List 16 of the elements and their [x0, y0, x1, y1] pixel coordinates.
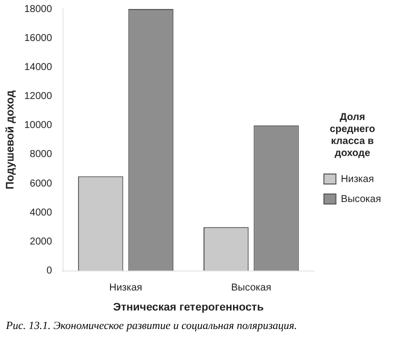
y-tick-label: 14000 [24, 62, 52, 73]
y-tick-label: 18000 [24, 4, 52, 15]
y-tick-label: 8000 [30, 149, 52, 160]
y-axis-title: Подушевой доход [4, 90, 17, 190]
y-tick-label: 0 [46, 266, 52, 277]
y-tick-label: 6000 [30, 178, 52, 190]
legend-label: Низкая [340, 174, 374, 185]
y-tick-label: 4000 [30, 207, 52, 218]
x-axis-title: Этническая гетерогенность [113, 301, 264, 314]
y-tick-label: 10000 [24, 120, 52, 132]
y-tick-label: 12000 [24, 91, 52, 102]
legend-label: Высокая [340, 194, 382, 205]
y-tick-label: 16000 [24, 32, 52, 44]
legend-title: Доля среднего класса в доходе [330, 112, 376, 159]
text: Рис. 13.1. Экономическое развитие и социальная поляризация. [5, 319, 298, 334]
y-tick-label: 2000 [30, 236, 52, 248]
